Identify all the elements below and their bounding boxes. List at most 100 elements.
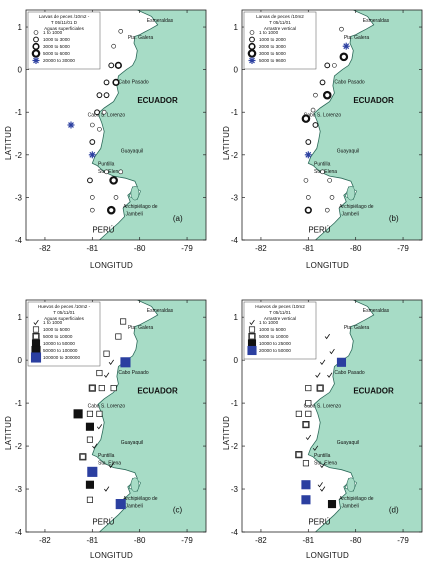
label-puntilla: Puntilla [98, 161, 115, 167]
station-marker [114, 61, 122, 69]
label-esmeraldas: Esmeraldas [147, 18, 174, 24]
x-tick-label: -82 [39, 244, 51, 253]
station-marker [324, 62, 331, 69]
label-peru: PERÚ [92, 517, 114, 526]
station-marker [90, 195, 95, 200]
station-marker [120, 318, 127, 325]
legend-title: T 05/11/01 D [51, 20, 78, 25]
x-tick-label: -79 [181, 536, 193, 545]
x-tick-label: -82 [255, 536, 267, 545]
station-marker [98, 385, 105, 392]
map-frame [241, 9, 423, 241]
legend-marker [248, 42, 256, 51]
station-marker-check [108, 462, 114, 469]
station-marker-check [104, 372, 110, 378]
legend-item-label: 1000 to 5000 [43, 327, 70, 332]
station-marker [104, 169, 109, 175]
legend-marker [247, 345, 257, 356]
legend-title: Larvas de peces /10m2 - [39, 14, 90, 19]
legend-item-label: 10000 to 25000 [259, 341, 291, 346]
legend-title: Aguas superficiales [44, 316, 85, 321]
x-tick-label: -80 [350, 244, 362, 253]
x-tick-label: -81 [87, 536, 99, 545]
label-peru: PERÚ [308, 517, 330, 526]
coastline [307, 300, 375, 532]
map-panel-a: -82 -81 -80 -79 1 0 -1 -2 -3 -4 Esmeraldas Pta. Gal… [15, 9, 207, 253]
panel-label: (a) [173, 214, 183, 223]
map-panel-d: -82 -81 -80 -79 1 0 -1 -2 -3 -4 Esmeraldas Pta. Gal… [231, 299, 423, 545]
legend-marker [248, 326, 256, 333]
label-esmeraldas: Esmeraldas [147, 308, 174, 314]
coastline [91, 300, 159, 532]
station-marker [89, 139, 96, 145]
legend-marker-check [249, 319, 255, 326]
legend-marker [247, 49, 257, 58]
legend-title: Larvas de peces /10m2 [256, 14, 304, 19]
station-marker [306, 195, 311, 200]
y-tick-label: 0 [18, 66, 23, 75]
label-sta-elena: Sta. Elena [314, 461, 337, 467]
station-marker [305, 410, 312, 417]
map-frame [241, 299, 423, 533]
x-tick-label: -81 [87, 244, 99, 253]
label-guayaquil: Guayaquil [337, 440, 360, 446]
label-ecuador: ECUADOR [353, 96, 394, 105]
label-jambeli: Jambelí [341, 212, 359, 218]
station-marker [103, 350, 110, 357]
map-frame [25, 299, 207, 533]
station-marker-check [312, 445, 319, 451]
label-ecuador: ECUADOR [353, 387, 394, 396]
legend-title: Arrastre vertical [264, 316, 296, 321]
y-tick-label: -4 [231, 528, 239, 537]
x-tick-label: -80 [134, 536, 146, 545]
x-tick-label: -79 [397, 536, 409, 545]
station-marker [96, 92, 103, 99]
y-tick-label: -3 [15, 193, 23, 202]
station-marker-check [108, 359, 114, 365]
station-marker-check [320, 359, 326, 365]
panel-label: (d) [389, 506, 399, 515]
y-tick-label: -4 [15, 528, 23, 537]
x-tick-label: -81 [303, 244, 315, 253]
label-ecuador: ECUADOR [137, 387, 178, 396]
label-cabo-s-lorenzo: Cabo S. Lorenzo [304, 403, 342, 409]
puna-island [130, 477, 140, 492]
y-tick-label: 1 [234, 23, 239, 32]
label-ecuador: ECUADOR [137, 96, 178, 105]
legend-item-label: 20000 to 50000 [259, 348, 291, 353]
puna-island [346, 185, 356, 201]
map-panel-b: -82 -81 -80 -79 1 0 -1 -2 -3 -4 Esmeraldas Pta. Gal… [231, 9, 423, 253]
station-marker [301, 114, 311, 123]
y-tick-label: -2 [231, 151, 239, 160]
station-marker [118, 169, 124, 175]
station-marker [115, 333, 122, 340]
legend-box [243, 11, 317, 70]
land-area [92, 300, 206, 532]
station-marker [85, 480, 94, 489]
station-marker-asterisk [88, 151, 96, 159]
xlabel-a: LONGITUD [90, 261, 133, 270]
station-marker [85, 422, 94, 431]
station-marker-check [324, 333, 330, 340]
station-marker-check [327, 372, 333, 378]
legend-marker [249, 30, 255, 35]
legend-marker-check [33, 319, 39, 326]
station-marker [295, 410, 302, 417]
station-marker [339, 52, 349, 62]
x-tick-label: -80 [350, 536, 362, 545]
station-marker [118, 28, 124, 34]
station-marker [305, 385, 312, 392]
station-marker-check [329, 348, 335, 355]
label-peru: PERÚ [92, 225, 114, 234]
station-marker [322, 90, 332, 100]
legend-item-label: 3000 to 5000 [43, 44, 70, 49]
coastline [91, 10, 159, 240]
y-tick-label: 0 [234, 356, 239, 365]
station-marker [86, 496, 93, 503]
label-sta-elena: Sta. Elena [314, 169, 337, 175]
label-archipielago: Archipiélago de [123, 204, 158, 210]
legend-item-label: 3000 to 5000 [259, 51, 286, 56]
label-esmeraldas: Esmeraldas [363, 308, 390, 314]
legend-item-label: 5000 to 9600 [259, 58, 286, 63]
station-marker [90, 207, 95, 213]
